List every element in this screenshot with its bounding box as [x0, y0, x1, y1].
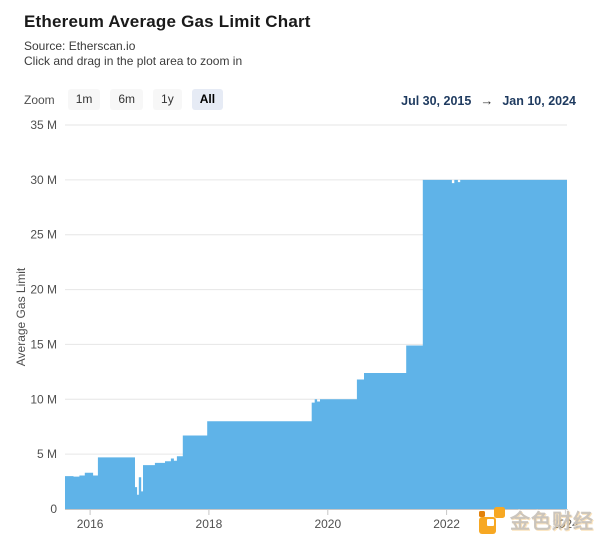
x-axis-tick-label: 2018: [196, 517, 223, 531]
y-axis-tick-label: 20 M: [30, 283, 57, 297]
logo-block-small: [479, 511, 485, 517]
jinse-logo-icon: [479, 507, 505, 534]
gas-limit-area-series: [65, 179, 567, 509]
x-axis-tick-label: 2020: [314, 517, 341, 531]
date-range: Jul 30, 2015 → Jan 10, 2024: [401, 93, 576, 108]
logo-block-big: [479, 517, 496, 534]
y-axis-title: Average Gas Limit: [14, 267, 28, 366]
x-axis-tick-label: 2016: [77, 517, 104, 531]
x-axis-tick-label: 2022: [433, 517, 460, 531]
y-axis-tick-label: 15 M: [30, 337, 57, 351]
chart-source-text: Source: Etherscan.io: [24, 39, 136, 53]
jinse-watermark-text: 金色财经: [510, 510, 594, 533]
chart-hint-text: Click and drag in the plot area to zoom …: [24, 54, 243, 68]
range-to-date[interactable]: Jan 10, 2024: [502, 93, 576, 108]
x-axis-tick-label: 2024: [552, 517, 579, 531]
y-axis-tick-label: 35 M: [30, 118, 57, 132]
page-title: Ethereum Average Gas Limit Chart: [24, 12, 311, 31]
arrow-right-icon: →: [480, 93, 494, 108]
jinse-watermark: 金色财经: [479, 504, 594, 534]
y-axis-tick-label: 5 M: [37, 447, 57, 461]
logo-block-mid: [494, 507, 505, 518]
zoom-button-all[interactable]: All: [191, 89, 224, 110]
zoom-button-1m[interactable]: 1m: [67, 89, 101, 110]
plot-area[interactable]: [65, 125, 567, 509]
zoom-button-1y[interactable]: 1y: [153, 89, 182, 110]
y-axis-tick-label: 25 M: [30, 228, 57, 242]
range-selector: Zoom 1m 6m 1y All: [24, 89, 233, 110]
y-axis-tick-label: 0: [50, 502, 57, 516]
zoom-button-6m[interactable]: 6m: [110, 89, 144, 110]
zoom-label: Zoom: [24, 92, 55, 107]
y-axis-tick-label: 30 M: [30, 173, 57, 187]
y-axis-tick-label: 10 M: [30, 392, 57, 406]
range-from-date[interactable]: Jul 30, 2015: [401, 93, 472, 108]
